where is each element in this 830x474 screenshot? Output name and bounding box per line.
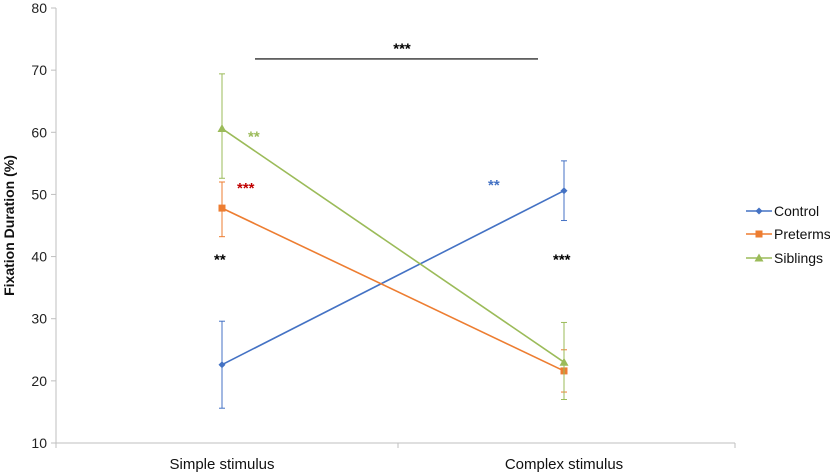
legend: Control Preterms Siblings	[746, 203, 830, 266]
y-tick-label: 20	[31, 373, 47, 389]
series-layer	[217, 73, 569, 409]
series-line-control	[221, 189, 565, 366]
series-line-siblings	[221, 127, 565, 363]
y-tick-label: 40	[31, 249, 47, 265]
legend-marker-preterms	[755, 230, 763, 238]
legend-marker-control	[755, 207, 763, 215]
y-tick-label: 80	[31, 0, 47, 16]
x-category-label: Simple stimulus	[169, 456, 274, 473]
y-axis-label: Fixation Duration (%)	[1, 155, 17, 296]
legend-label-control: Control	[774, 203, 819, 219]
data-point-preterms	[218, 204, 226, 212]
series-preterms	[218, 181, 568, 393]
data-point-siblings	[559, 357, 569, 366]
series-line-preterms	[221, 207, 565, 372]
y-tick-label: 70	[31, 62, 47, 78]
x-category-label: Complex stimulus	[505, 456, 623, 473]
legend-label-preterms: Preterms	[774, 226, 830, 242]
y-tick-label: 10	[31, 435, 47, 451]
y-tick-label: 30	[31, 311, 47, 327]
y-axis: 10 20 30 40 50 60 70 80	[31, 0, 57, 451]
significance-label: ***	[393, 40, 411, 57]
y-tick-label: 50	[31, 186, 47, 202]
series-control	[218, 160, 568, 409]
legend-marker-siblings	[754, 253, 764, 262]
data-point-control	[218, 361, 226, 369]
significance-label: **	[248, 129, 260, 146]
significance-annotations: ***************	[214, 40, 571, 268]
data-point-siblings	[217, 124, 227, 133]
significance-label: **	[214, 252, 226, 269]
series-siblings	[217, 73, 569, 400]
y-tick-label: 60	[31, 124, 47, 140]
significance-label: ***	[237, 180, 255, 197]
data-point-control	[560, 187, 568, 195]
significance-label: ***	[553, 252, 571, 269]
x-axis: Simple stimulus Complex stimulus	[55, 442, 736, 473]
significance-label: **	[488, 177, 500, 194]
legend-label-siblings: Siblings	[774, 250, 823, 266]
